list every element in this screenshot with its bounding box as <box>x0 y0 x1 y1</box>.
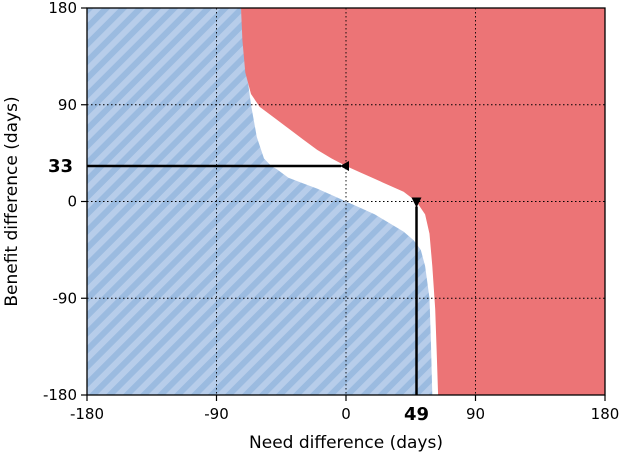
marker-arrowhead <box>411 197 422 208</box>
y-marker-label: 33 <box>48 156 73 177</box>
y-tick-label: -180 <box>43 386 77 404</box>
x-tick-label: -90 <box>204 405 229 423</box>
x-axis-label: Need difference (days) <box>249 433 443 453</box>
y-axis-label: Benefit difference (days) <box>2 96 22 306</box>
y-tick-label: 90 <box>58 96 77 114</box>
x-tick-label: -180 <box>70 405 104 423</box>
marker-arrowhead <box>340 161 349 172</box>
y-tick-label: 0 <box>67 193 77 211</box>
y-tick-label: 180 <box>48 0 77 17</box>
x-marker-label: 49 <box>404 404 429 425</box>
x-tick-label: 90 <box>466 405 485 423</box>
x-tick-label: 180 <box>591 405 620 423</box>
y-tick-label: -90 <box>53 289 78 307</box>
x-tick-label: 0 <box>341 405 351 423</box>
